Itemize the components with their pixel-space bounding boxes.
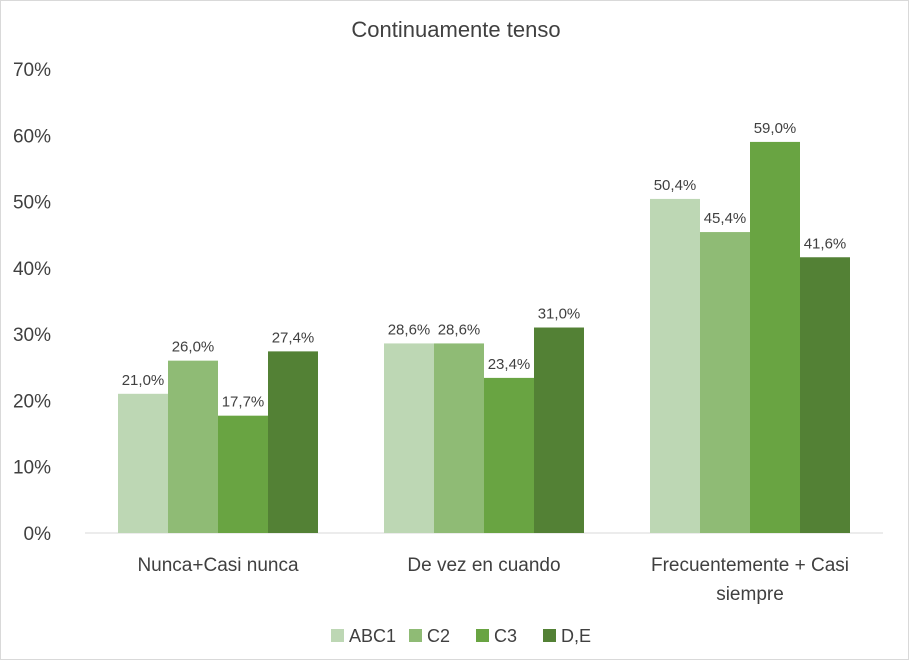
legend-swatch	[543, 629, 556, 642]
legend-label: D,E	[561, 626, 591, 646]
chart-title: Continuamente tenso	[351, 17, 560, 42]
data-label: 45,4%	[704, 210, 747, 227]
data-label: 26,0%	[172, 339, 215, 356]
y-tick-label: 30%	[13, 325, 51, 346]
legend-label: ABC1	[349, 626, 396, 646]
bar	[268, 351, 318, 533]
data-label: 41,6%	[804, 235, 847, 252]
bar	[434, 343, 484, 533]
y-axis-ticks: 0% 10% 20% 30% 40% 50% 60% 70%	[13, 60, 51, 545]
bar	[700, 232, 750, 533]
data-label: 17,7%	[222, 394, 265, 411]
data-label: 21,0%	[122, 372, 165, 389]
data-label: 23,4%	[488, 356, 531, 373]
bar	[118, 393, 168, 533]
x-tick-label: Frecuentemente + Casi siempre	[651, 555, 849, 605]
y-tick-label: 0%	[24, 524, 52, 545]
bar	[168, 360, 218, 533]
data-label: 50,4%	[654, 177, 697, 194]
legend-swatch	[476, 629, 489, 642]
data-label: 27,4%	[272, 329, 315, 346]
y-tick-label: 70%	[13, 60, 51, 81]
y-tick-label: 40%	[13, 259, 51, 280]
y-tick-label: 60%	[13, 126, 51, 147]
y-tick-label: 20%	[13, 391, 51, 412]
bar	[534, 327, 584, 533]
data-label: 28,6%	[438, 321, 481, 338]
bar	[650, 198, 700, 534]
legend-label: C3	[494, 626, 517, 646]
legend: ABC1 C2 C3 D,E	[331, 626, 591, 646]
bars-group	[118, 141, 850, 534]
x-axis-ticks: Nunca+Casi nunca De vez en cuando Frecuent…	[137, 555, 849, 605]
bar	[800, 257, 850, 533]
data-label: 59,0%	[754, 120, 797, 137]
data-label: 28,6%	[388, 321, 431, 338]
y-tick-label: 10%	[13, 458, 51, 479]
bar	[384, 343, 434, 533]
bar	[218, 415, 268, 533]
x-tick-label: Nunca+Casi nunca	[137, 555, 299, 576]
bar	[484, 377, 534, 533]
x-tick-label: De vez en cuando	[407, 555, 560, 576]
data-labels-group: 21,0% 26,0% 17,7% 27,4% 28,6% 28,6% 23,4% 31,0%…	[122, 120, 847, 411]
legend-swatch	[409, 629, 422, 642]
bar	[750, 141, 800, 533]
legend-label: C2	[427, 626, 450, 646]
legend-swatch	[331, 629, 344, 642]
data-label: 31,0%	[538, 306, 581, 323]
y-tick-label: 50%	[13, 193, 51, 214]
